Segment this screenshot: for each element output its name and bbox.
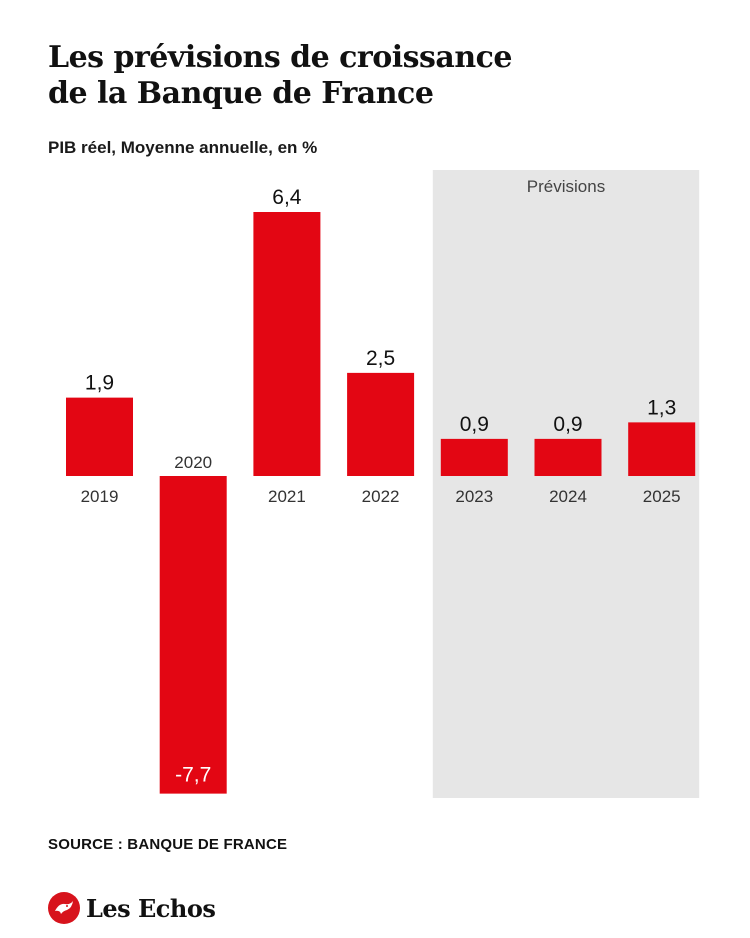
bar-2024 <box>534 438 602 476</box>
bar-2025 <box>628 422 696 476</box>
bar-2020 <box>159 476 227 794</box>
brand-logo: Les Echos <box>48 888 216 928</box>
title-line-2: de la Banque de France <box>48 76 434 111</box>
page-title: Les prévisions de croissance de la Banqu… <box>48 40 688 112</box>
value-label-2022: 2,5 <box>366 347 395 370</box>
brand-name: Les Echos <box>86 893 216 923</box>
bar-2023 <box>440 438 508 476</box>
bar-chart: Prévisions 1,9 2019 -7,7 2020 6,4 2021 2,5 2022 0… <box>66 170 700 798</box>
chart-subtitle: PIB réel, Moyenne annuelle, en % <box>48 138 318 157</box>
title-line-1: Les prévisions de croissance <box>48 40 513 75</box>
forecast-label: Prévisions <box>527 177 605 196</box>
value-label-2021: 6,4 <box>272 186 302 209</box>
bar-2021 <box>253 212 321 476</box>
forecast-band <box>432 170 700 798</box>
category-label-2021: 2021 <box>268 487 306 506</box>
category-label-2025: 2025 <box>643 487 681 506</box>
category-label-2020: 2020 <box>174 453 212 472</box>
value-label-2025: 1,3 <box>647 396 676 419</box>
category-label-2024: 2024 <box>549 487 587 506</box>
value-label-2020: -7,7 <box>175 764 211 787</box>
echo-bird-icon <box>48 892 80 924</box>
category-label-2022: 2022 <box>362 487 400 506</box>
bar-2022 <box>347 372 415 476</box>
value-label-2024: 0,9 <box>553 413 582 436</box>
bar-2019 <box>66 397 133 476</box>
value-label-2023: 0,9 <box>460 413 489 436</box>
source-note: SOURCE : BANQUE DE FRANCE <box>48 836 288 853</box>
value-label-2019: 1,9 <box>85 372 114 395</box>
category-label-2023: 2023 <box>455 487 493 506</box>
category-label-2019: 2019 <box>81 487 119 506</box>
